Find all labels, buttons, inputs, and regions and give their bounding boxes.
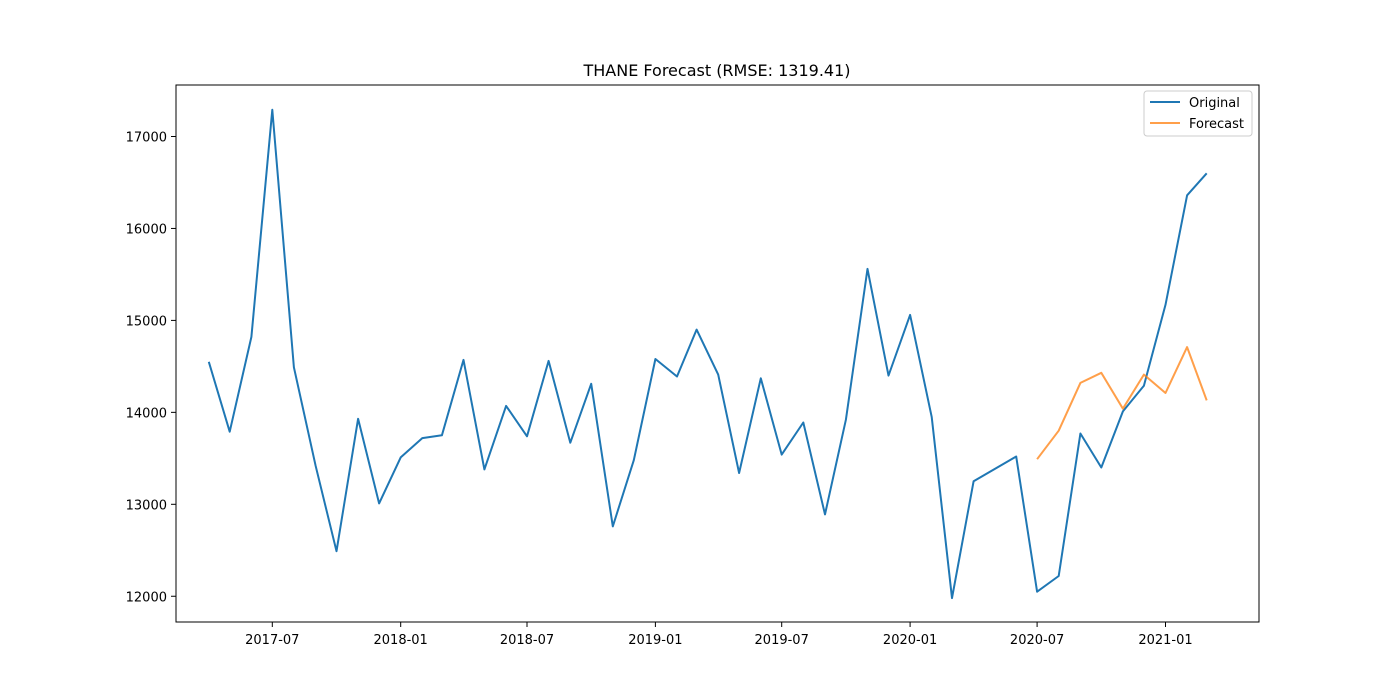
data-point-original: [717, 374, 719, 376]
legend: Original Forecast: [1143, 90, 1253, 137]
data-point-forecast: [1143, 374, 1145, 376]
data-point-original: [845, 419, 847, 421]
legend-label-forecast: Forecast: [1189, 117, 1244, 132]
x-tick-label: 2019-01: [628, 633, 682, 648]
data-point-original: [612, 525, 614, 527]
data-point-original: [1206, 172, 1208, 174]
data-point-original: [229, 431, 231, 433]
data-point-original: [1015, 456, 1017, 458]
data-point-original: [760, 377, 762, 379]
data-point-original: [696, 329, 698, 331]
data-point-original: [824, 513, 826, 515]
data-point-original: [1036, 591, 1038, 593]
axes-frame: [175, 84, 1260, 623]
data-point-original: [781, 454, 783, 456]
data-point-original: [421, 437, 423, 439]
data-point-original: [1100, 467, 1102, 469]
chart-title: THANE Forecast (RMSE: 1319.41): [582, 61, 850, 80]
data-point-original: [802, 422, 804, 424]
data-point-original: [1079, 433, 1081, 435]
y-tick-label: 14000: [126, 406, 167, 421]
data-point-original: [293, 366, 295, 368]
data-point-original: [676, 376, 678, 378]
data-point-original: [336, 550, 338, 552]
data-point-forecast: [1100, 372, 1102, 374]
data-point-original: [590, 383, 592, 385]
data-point-forecast: [1206, 399, 1208, 401]
data-point-original: [1165, 304, 1167, 306]
data-point-forecast: [1036, 458, 1038, 460]
data-point-forecast: [1122, 408, 1124, 410]
data-point-original: [633, 459, 635, 461]
data-point-original: [888, 375, 890, 377]
x-tick-label: 2017-07: [245, 633, 299, 648]
y-tick-label: 15000: [126, 314, 167, 329]
data-point-original: [271, 109, 273, 111]
data-point-original: [463, 359, 465, 361]
data-point-original: [951, 597, 953, 599]
data-point-original: [569, 442, 571, 444]
legend-label-original: Original: [1189, 96, 1240, 111]
data-point-original: [738, 472, 740, 474]
x-tick-label: 2021-01: [1138, 633, 1192, 648]
plot-area: [207, 108, 1208, 600]
data-point-original: [315, 465, 317, 467]
axes: 12000 13000 14000 15000 16000 17000 2017-07 201…: [126, 84, 1260, 648]
x-tick-label: 2019-07: [755, 633, 809, 648]
y-tick-label: 16000: [126, 222, 167, 237]
data-point-original: [867, 268, 869, 270]
data-point-original: [973, 480, 975, 482]
data-point-original: [1186, 194, 1188, 196]
data-point-original: [1143, 385, 1145, 387]
y-tick-label: 13000: [126, 498, 167, 513]
data-point-forecast: [1079, 382, 1081, 384]
x-tick-label: 2018-01: [374, 633, 428, 648]
data-point-original: [654, 358, 656, 360]
data-point-original: [400, 456, 402, 458]
data-point-forecast: [1165, 392, 1167, 394]
data-point-original: [931, 416, 933, 418]
data-point-original: [250, 336, 252, 338]
y-tick-label: 12000: [126, 590, 167, 605]
data-point-original: [548, 360, 550, 362]
data-point-original: [357, 418, 359, 420]
data-point-original: [526, 435, 528, 437]
x-tick-label: 2020-01: [883, 633, 937, 648]
data-point-original: [909, 314, 911, 316]
x-tick-label: 2020-07: [1010, 633, 1064, 648]
x-tick-label: 2018-07: [500, 633, 554, 648]
data-point-original: [441, 434, 443, 436]
data-point-forecast: [1186, 346, 1188, 348]
data-point-original: [208, 361, 210, 363]
series-line-original: [207, 108, 1208, 600]
data-point-original: [1122, 410, 1124, 412]
data-point-original: [505, 405, 507, 407]
data-point-original: [483, 468, 485, 470]
y-tick-label: 17000: [126, 130, 167, 145]
data-point-original: [378, 502, 380, 504]
data-point-forecast: [1058, 430, 1060, 432]
data-point-original: [1058, 575, 1060, 577]
series-line-forecast: [1036, 346, 1208, 460]
